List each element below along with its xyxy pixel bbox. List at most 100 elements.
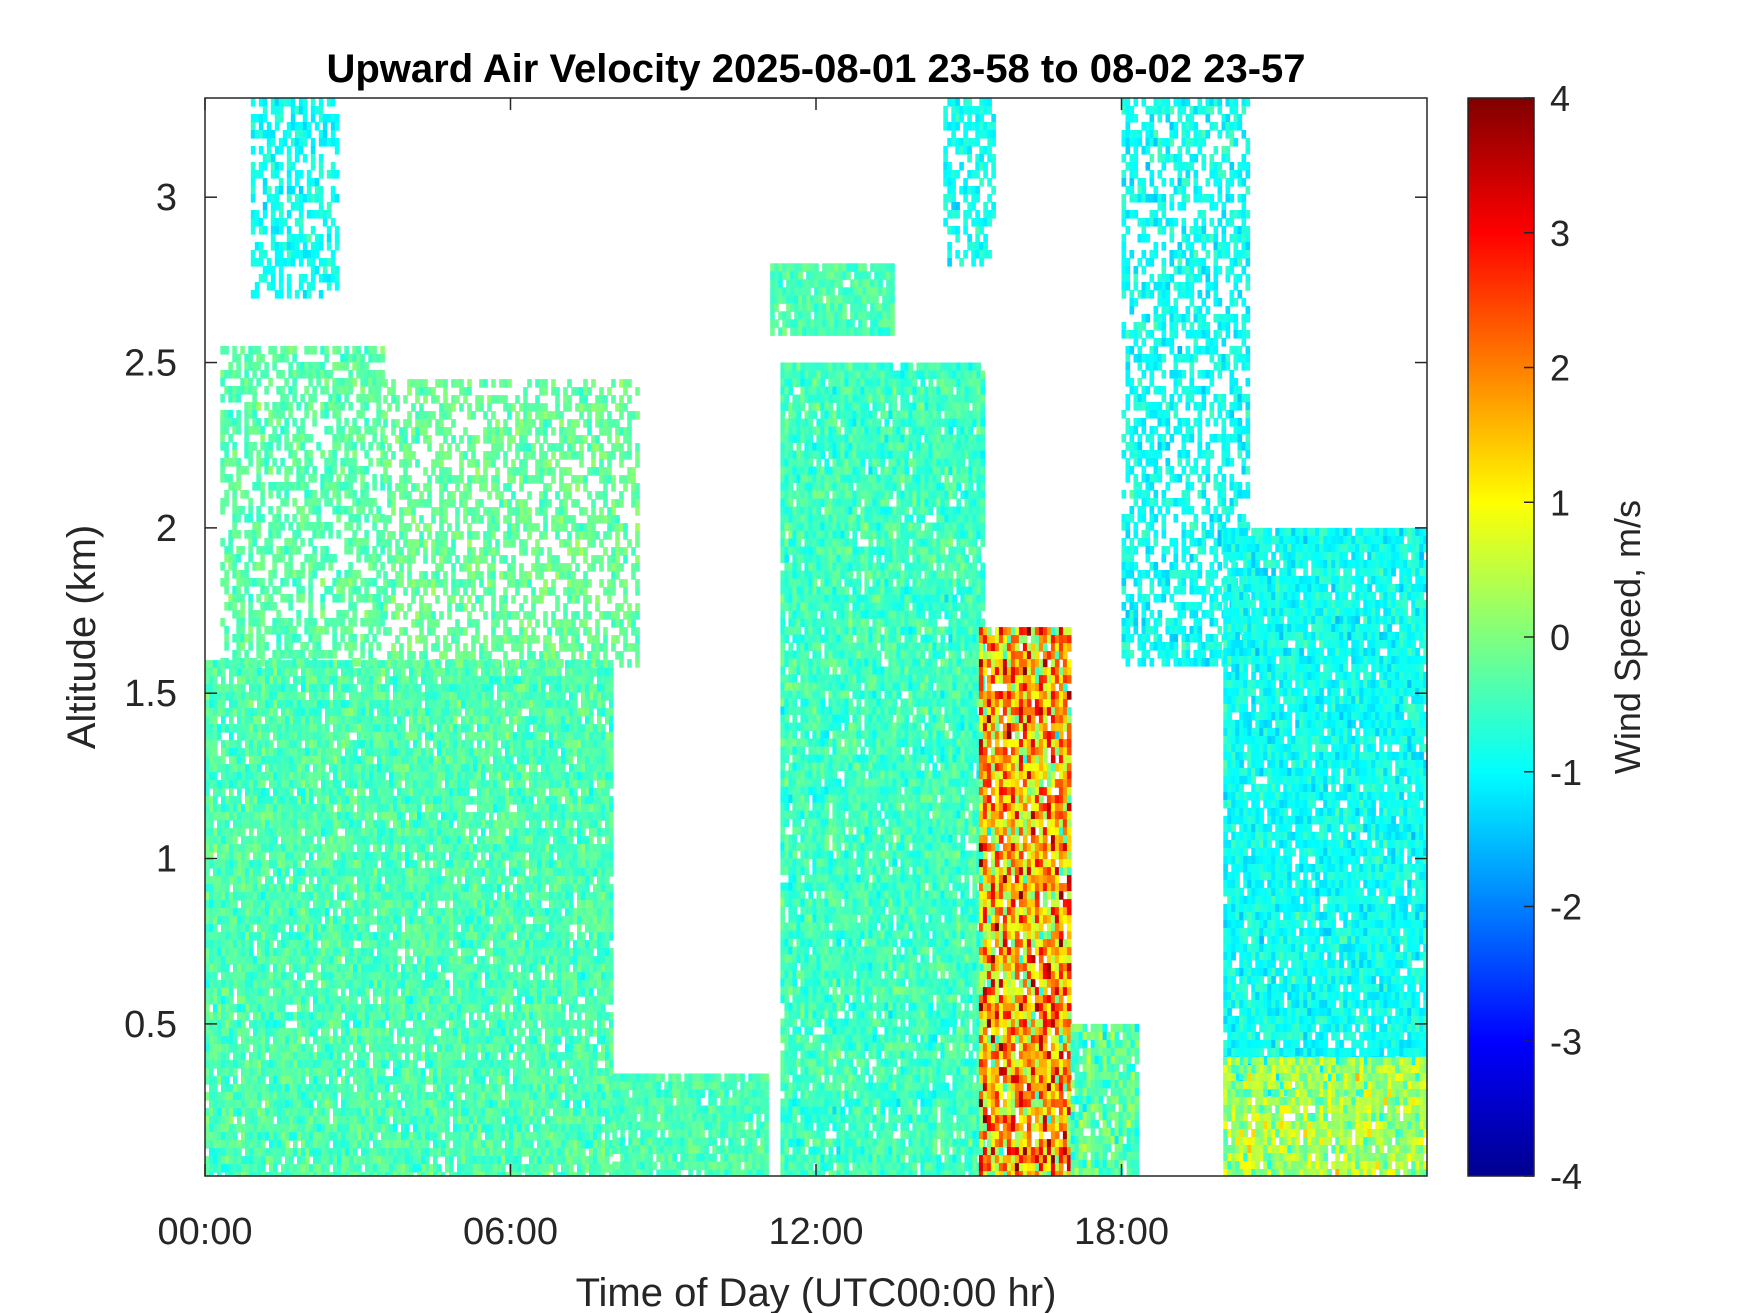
- heatmap-cell: [229, 692, 234, 701]
- heatmap-cell: [365, 796, 370, 805]
- heatmap-cell: [373, 1164, 378, 1173]
- heatmap-cell: [517, 1172, 522, 1176]
- heatmap-cell: [457, 868, 462, 877]
- heatmap-cell: [425, 1076, 430, 1085]
- heatmap-cell: [321, 748, 326, 757]
- heatmap-cell: [509, 836, 514, 845]
- heatmap-cell: [325, 844, 330, 853]
- heatmap-cell: [205, 1172, 210, 1176]
- heatmap-cell: [289, 844, 294, 853]
- heatmap-cell: [421, 988, 426, 997]
- heatmap-cell: [361, 668, 366, 677]
- heatmap-cell: [481, 1140, 486, 1149]
- heatmap-cell: [265, 1092, 270, 1101]
- heatmap-cell: [281, 1092, 286, 1101]
- heatmap-cell: [413, 708, 418, 717]
- heatmap-cell: [301, 1044, 306, 1053]
- heatmap-cell: [409, 828, 414, 837]
- heatmap-cell: [277, 892, 282, 901]
- heatmap-cell: [381, 1092, 386, 1101]
- heatmap-cell: [213, 1140, 218, 1149]
- heatmap-cell: [253, 1036, 258, 1045]
- heatmap-cell: [473, 1092, 478, 1101]
- heatmap-cell: [225, 828, 230, 837]
- heatmap-cell: [445, 1028, 450, 1037]
- heatmap-cell: [309, 916, 314, 925]
- heatmap-cell: [209, 700, 214, 709]
- heatmap-cell: [493, 1044, 498, 1053]
- heatmap-cell: [333, 708, 338, 717]
- heatmap-cell: [429, 1124, 434, 1133]
- heatmap-cell: [237, 1108, 242, 1117]
- heatmap-cell: [329, 836, 334, 845]
- heatmap-cell: [369, 836, 374, 845]
- heatmap-cell: [477, 884, 482, 893]
- heatmap-cell: [297, 980, 302, 989]
- heatmap-cell: [373, 996, 378, 1005]
- heatmap-cell: [477, 844, 482, 853]
- heatmap-cell: [313, 988, 318, 997]
- heatmap-cell: [301, 772, 306, 781]
- heatmap-cell: [337, 924, 342, 933]
- heatmap-cell: [205, 1132, 210, 1141]
- heatmap-cell: [353, 692, 358, 701]
- heatmap-cell: [341, 1116, 346, 1125]
- heatmap-cell: [461, 1124, 466, 1133]
- heatmap-cell: [217, 1132, 222, 1141]
- heatmap-cell: [497, 988, 502, 997]
- heatmap-cell: [301, 1132, 306, 1141]
- heatmap-cell: [229, 676, 234, 685]
- heatmap-cell: [273, 1076, 278, 1085]
- heatmap-cell: [373, 796, 378, 805]
- heatmap-cell: [213, 900, 218, 909]
- heatmap-cell: [381, 1068, 386, 1077]
- heatmap-cell: [493, 788, 498, 797]
- heatmap-cell: [381, 1060, 386, 1069]
- heatmap-cell: [425, 676, 430, 685]
- heatmap-cell: [537, 668, 542, 677]
- heatmap-cell: [429, 756, 434, 765]
- heatmap-cell: [357, 1068, 362, 1077]
- heatmap-cell: [293, 692, 298, 701]
- heatmap-cell: [409, 1028, 414, 1037]
- heatmap-cell: [485, 1124, 490, 1133]
- heatmap-cell: [253, 780, 258, 789]
- heatmap-cell: [385, 1084, 390, 1093]
- heatmap-cell: [529, 668, 534, 677]
- heatmap-cell: [225, 1108, 230, 1117]
- heatmap-cell: [497, 1140, 502, 1149]
- heatmap-cell: [525, 956, 530, 965]
- heatmap-cell: [453, 764, 458, 773]
- heatmap-cell: [537, 972, 542, 981]
- heatmap-cell: [245, 996, 250, 1005]
- heatmap-cell: [213, 804, 218, 813]
- heatmap-cell: [521, 1012, 526, 1021]
- heatmap-cell: [449, 924, 454, 933]
- heatmap-cell: [225, 908, 230, 917]
- heatmap-cell: [445, 820, 450, 829]
- heatmap-cell: [517, 748, 522, 757]
- heatmap-cell: [401, 740, 406, 749]
- heatmap-cell: [461, 860, 466, 869]
- heatmap-cell: [529, 1132, 534, 1141]
- heatmap-cell: [517, 1020, 522, 1029]
- heatmap-cell: [381, 924, 386, 933]
- heatmap-cell: [445, 1044, 450, 1053]
- heatmap-cell: [349, 724, 354, 733]
- heatmap-cell: [425, 764, 430, 773]
- heatmap-cell: [409, 868, 414, 877]
- heatmap-cell: [393, 844, 398, 853]
- heatmap-cell: [533, 828, 538, 837]
- heatmap-cell: [509, 1092, 514, 1101]
- heatmap-cell: [493, 1004, 498, 1013]
- heatmap-cell: [401, 1140, 406, 1149]
- heatmap-cell: [485, 924, 490, 933]
- heatmap-cell: [305, 1052, 310, 1061]
- heatmap-cell: [505, 1092, 510, 1101]
- heatmap-cell: [365, 1156, 370, 1165]
- heatmap-cell: [461, 988, 466, 997]
- heatmap-cell: [309, 820, 314, 829]
- heatmap-cell: [313, 1012, 318, 1021]
- heatmap-cell: [289, 988, 294, 997]
- heatmap-cell: [533, 756, 538, 765]
